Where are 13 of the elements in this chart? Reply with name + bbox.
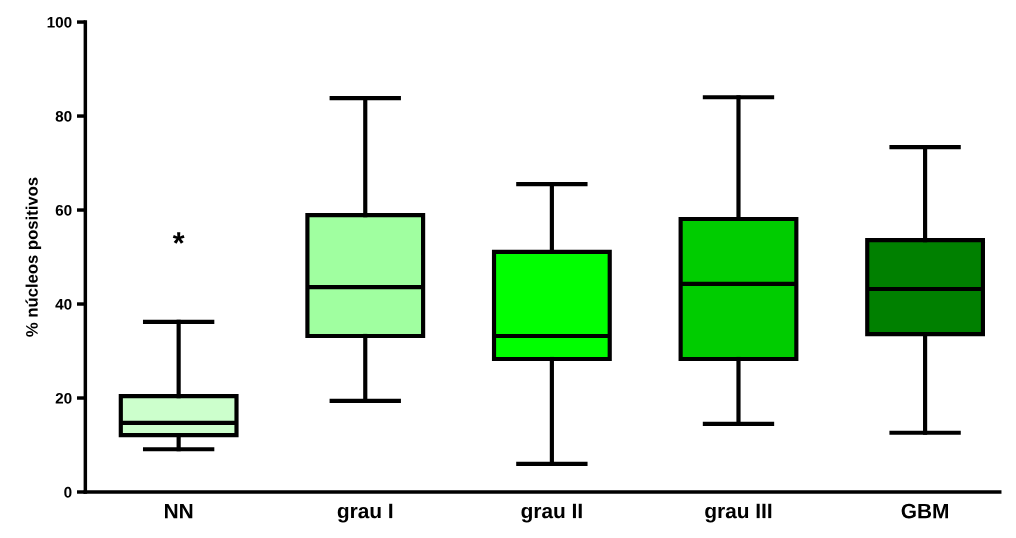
y-tick-label: 20 [55,392,72,404]
y-axis-title: % núcleos positivos [25,177,42,337]
x-tick-label: GBM [901,503,949,519]
x-tick-label: NN [165,503,193,519]
y-tick-label: 100 [47,16,72,28]
annotation: * [172,232,185,244]
y-tick-label: 40 [55,298,72,310]
y-tick-label: 80 [55,110,72,122]
y-tick-label: 0 [64,486,72,498]
x-tick-label: grau III [705,503,772,523]
x-tick-label: grau I [337,503,393,523]
y-tick-label: 60 [55,204,72,216]
x-tick-label: grau II [521,503,582,523]
